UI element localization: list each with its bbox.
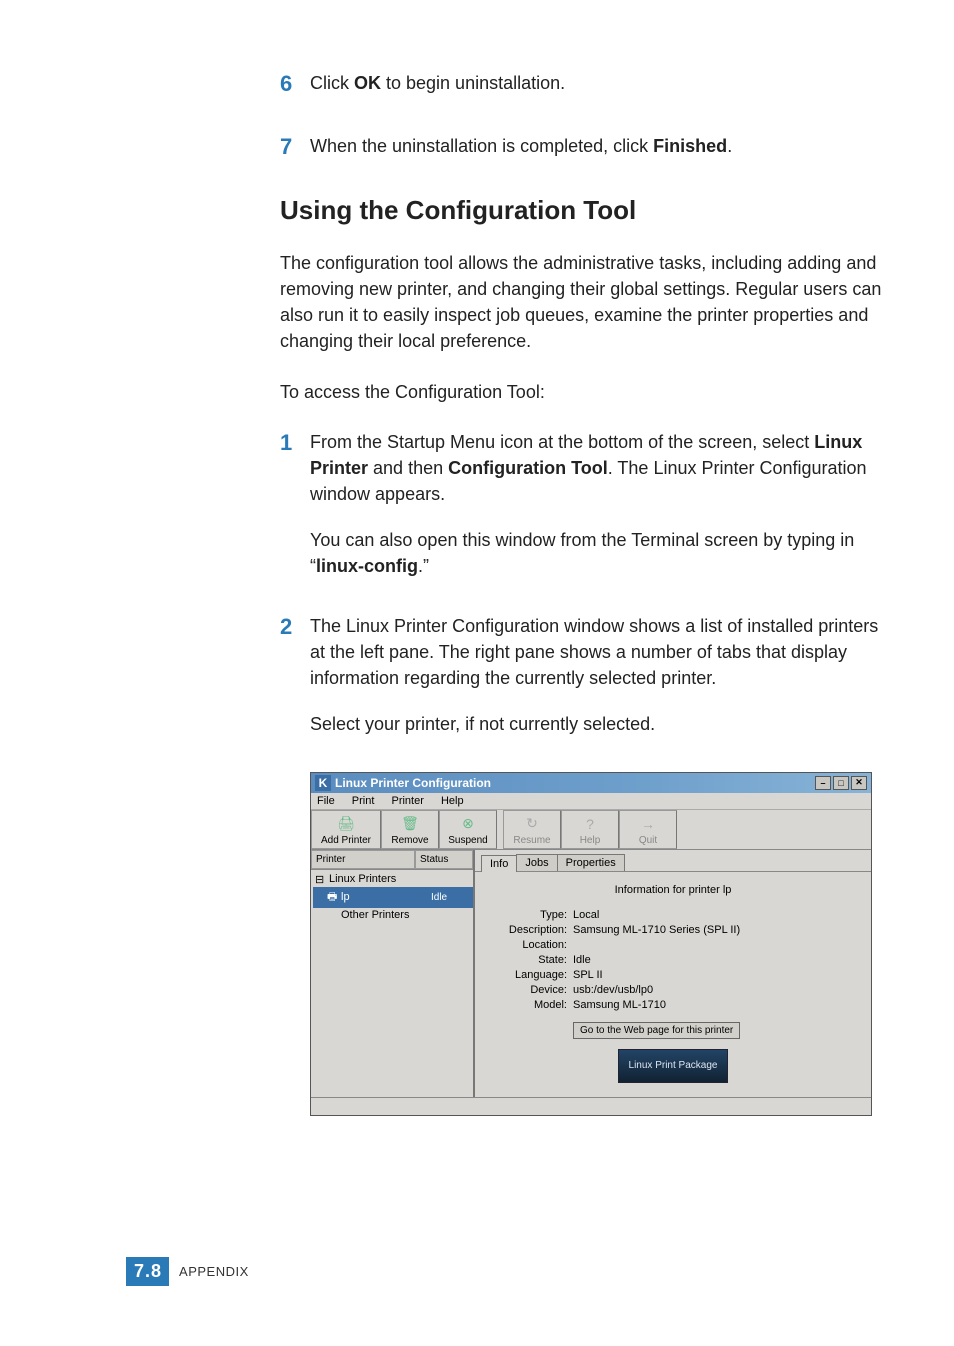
kv-key: State: [487, 954, 573, 966]
step-text: When the uninstallation is completed, cl… [310, 133, 732, 162]
statusbar [311, 1097, 871, 1115]
info-panel: Information for printer lp Type:LocalDes… [475, 872, 871, 1097]
kv-value: Idle [573, 954, 859, 966]
folder-icon: ⊟ [315, 873, 327, 886]
kv-key: Language: [487, 969, 573, 981]
tree-selected-printer[interactable]: 🖶 lp Idle [313, 887, 473, 908]
kv-key: Location: [487, 939, 573, 951]
kv-key: Model: [487, 999, 573, 1011]
tabs: Info Jobs Properties [475, 850, 871, 872]
screenshot-container: K Linux Printer Configuration – □ ✕ File… [310, 772, 884, 1116]
window-icon: K [315, 775, 331, 791]
kv-row: Description:Samsung ML-1710 Series (SPL … [487, 924, 859, 936]
page-footer: 7.8 APPENDIX [126, 1257, 249, 1286]
suspend-icon: ⊗ [440, 815, 496, 833]
step-2: 2 The Linux Printer Configuration window… [280, 613, 884, 737]
kv-value: Samsung ML-1710 Series (SPL II) [573, 924, 859, 936]
step2-p1: The Linux Printer Configuration window s… [310, 613, 884, 691]
step1-p2: You can also open this window from the T… [310, 527, 884, 579]
menu-help[interactable]: Help [441, 795, 464, 807]
page-number-badge: 7.8 [126, 1257, 169, 1286]
col-status[interactable]: Status [415, 850, 473, 869]
close-button[interactable]: ✕ [851, 776, 867, 790]
col-printer[interactable]: Printer [311, 850, 415, 869]
printer-tree-pane: Printer Status ⊟ Linux Printers 🖶 lp Idl… [311, 850, 475, 1097]
kv-key: Device: [487, 984, 573, 996]
footer-section-label: APPENDIX [179, 1264, 249, 1279]
step1-p1: From the Startup Menu icon at the bottom… [310, 429, 884, 507]
intro-paragraph: The configuration tool allows the admini… [280, 250, 884, 354]
web-page-button[interactable]: Go to the Web page for this printer [573, 1022, 740, 1039]
step-7: 7 When the uninstallation is completed, … [280, 133, 884, 162]
kv-key: Description: [487, 924, 573, 936]
maximize-button[interactable]: □ [833, 776, 849, 790]
step-number: 6 [280, 70, 310, 99]
kv-row: Model:Samsung ML-1710 [487, 999, 859, 1011]
kv-value: SPL II [573, 969, 859, 981]
step-number: 7 [280, 133, 310, 162]
printer-small-icon: 🖶 [327, 888, 339, 907]
resume-button[interactable]: ↻ Resume [503, 810, 561, 849]
remove-button[interactable]: 🗑 Remove [381, 810, 439, 849]
suspend-button[interactable]: ⊗ Suspend [439, 810, 497, 849]
kv-list: Type:LocalDescription:Samsung ML-1710 Se… [487, 909, 859, 1011]
menu-print[interactable]: Print [352, 795, 375, 807]
tree-root[interactable]: ⊟ Linux Printers [313, 872, 473, 887]
printer-icon: 🖨 [312, 815, 380, 833]
section-heading: Using the Configuration Tool [280, 195, 884, 226]
kv-row: Type:Local [487, 909, 859, 921]
add-printer-button[interactable]: 🖨 Add Printer [311, 810, 381, 849]
tree-header: Printer Status [311, 850, 473, 870]
step-6: 6 Click OK to begin uninstallation. [280, 70, 884, 99]
step-1: 1 From the Startup Menu icon at the bott… [280, 429, 884, 579]
menu-printer[interactable]: Printer [391, 795, 423, 807]
tab-properties[interactable]: Properties [557, 854, 625, 871]
printer-tree: ⊟ Linux Printers 🖶 lp Idle Other Printer… [311, 870, 473, 1052]
kv-row: Location: [487, 939, 859, 951]
kv-value: Samsung ML-1710 [573, 999, 859, 1011]
step-text: From the Startup Menu icon at the bottom… [310, 429, 884, 579]
panel-title: Information for printer lp [487, 880, 859, 906]
step-number: 2 [280, 613, 310, 737]
window-titlebar[interactable]: K Linux Printer Configuration – □ ✕ [311, 773, 871, 793]
kv-key: Type: [487, 909, 573, 921]
linux-printer-config-window: K Linux Printer Configuration – □ ✕ File… [310, 772, 872, 1116]
resume-icon: ↻ [504, 815, 560, 833]
menu-file[interactable]: File [317, 795, 335, 807]
kv-value [573, 939, 859, 951]
step2-p2: Select your printer, if not currently se… [310, 711, 884, 737]
kv-row: State:Idle [487, 954, 859, 966]
step-text: The Linux Printer Configuration window s… [310, 613, 884, 737]
quit-button[interactable]: → Quit [619, 810, 677, 849]
details-pane: Info Jobs Properties Information for pri… [475, 850, 871, 1097]
content-area: Printer Status ⊟ Linux Printers 🖶 lp Idl… [311, 850, 871, 1097]
step-text: Click OK to begin uninstallation. [310, 70, 565, 99]
quit-icon: → [620, 815, 676, 833]
window-title: Linux Printer Configuration [335, 776, 491, 790]
toolbar: 🖨 Add Printer 🗑 Remove ⊗ Suspend ↻ Resum… [311, 810, 871, 850]
minimize-button[interactable]: – [815, 776, 831, 790]
menubar: File Print Printer Help [311, 793, 871, 810]
help-button[interactable]: ? Help [561, 810, 619, 849]
kv-row: Language:SPL II [487, 969, 859, 981]
step-number: 1 [280, 429, 310, 579]
kv-row: Device:usb:/dev/usb/lp0 [487, 984, 859, 996]
tab-jobs[interactable]: Jobs [516, 854, 557, 871]
tab-info[interactable]: Info [481, 855, 517, 872]
help-icon: ? [562, 815, 618, 833]
remove-icon: 🗑 [382, 815, 438, 833]
tree-other-printers[interactable]: Other Printers [313, 908, 473, 922]
access-paragraph: To access the Configuration Tool: [280, 379, 884, 405]
kv-value: Local [573, 909, 859, 921]
kv-value: usb:/dev/usb/lp0 [573, 984, 859, 996]
linux-print-package-logo: Linux Print Package [618, 1049, 728, 1083]
